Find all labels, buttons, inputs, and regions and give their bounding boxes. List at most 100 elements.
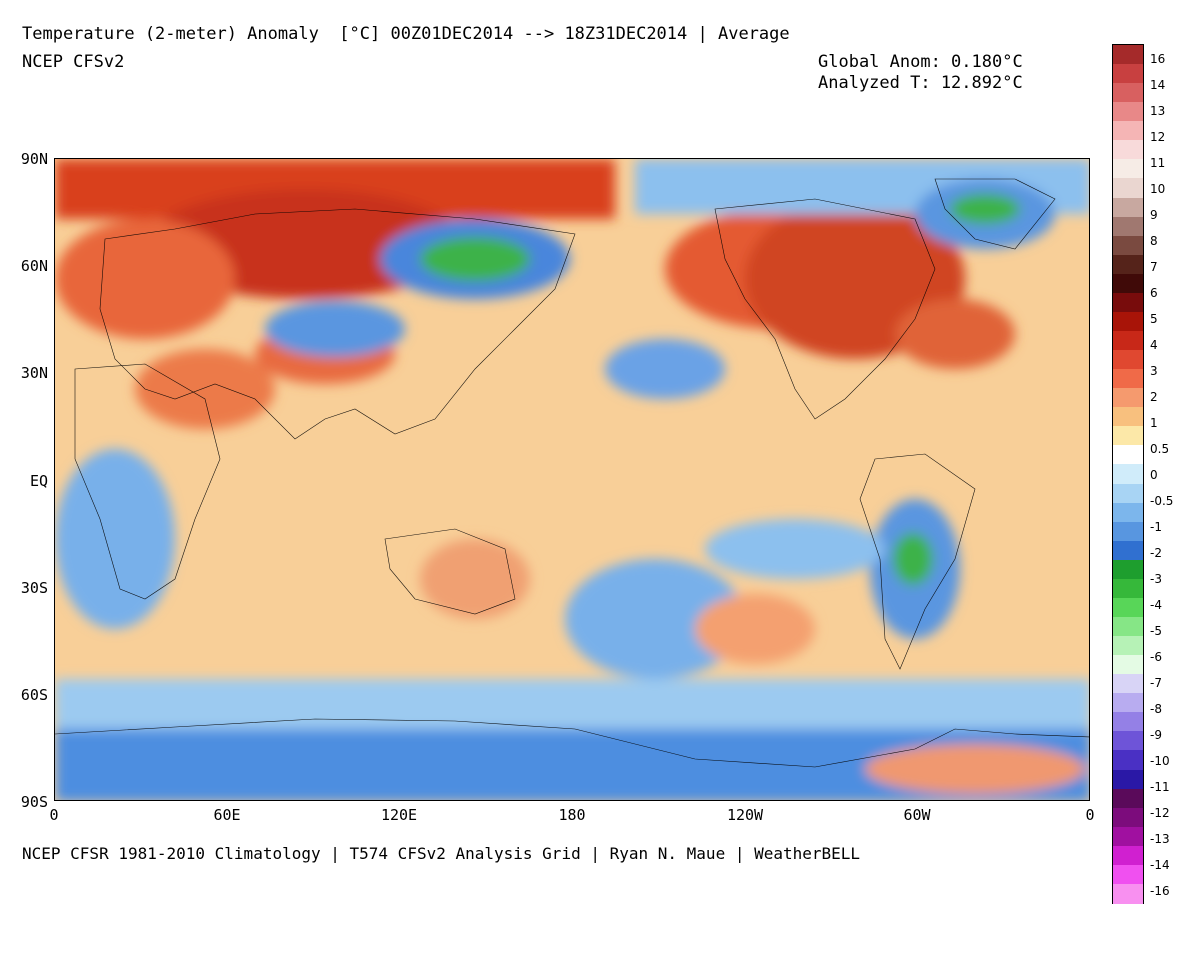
colorbar-label: -14 [1150, 858, 1170, 872]
colorbar-label: -9 [1150, 728, 1162, 742]
colorbar-swatch [1113, 121, 1143, 142]
east-siberia-strong-cold [420, 237, 530, 281]
colorbar-swatch [1113, 388, 1143, 409]
colorbar-swatch [1113, 464, 1143, 485]
anomaly-map-field [55, 159, 1089, 800]
colorbar-swatch [1113, 197, 1143, 218]
lat-label-30n: 30N [20, 364, 48, 382]
colorbar-label: -11 [1150, 780, 1170, 794]
analyzed-temperature-value: Analyzed T: 12.892°C [818, 73, 1023, 93]
africa-cold-anomaly [55, 449, 175, 629]
south-america-outline [859, 453, 976, 670]
colorbar-label: -0.5 [1150, 494, 1174, 508]
colorbar-swatch [1113, 540, 1143, 561]
colorbar-swatch [1113, 845, 1143, 866]
coastline-outlines [55, 178, 1089, 768]
greenland-outline [934, 178, 1056, 250]
colorbar-label: -12 [1150, 806, 1170, 820]
colorbar-label: -6 [1150, 650, 1162, 664]
colorbar-label: 10 [1150, 182, 1166, 196]
model-name: NCEP CFSv2 [22, 52, 125, 72]
global-anomaly-value: Global Anom: 0.180°C [818, 52, 1023, 72]
lat-label-30s: 30S [20, 579, 48, 597]
lat-label-60s: 60S [20, 686, 48, 704]
colorbar-swatch [1113, 750, 1143, 771]
colorbar-swatch [1113, 655, 1143, 676]
colorbar-swatch [1113, 826, 1143, 847]
colorbar-swatch [1113, 521, 1143, 542]
lat-label-60n: 60N [20, 257, 48, 275]
pacific-cold-anomaly [605, 339, 725, 399]
map-title: Temperature (2-meter) Anomaly [°C] 00Z01… [22, 24, 790, 44]
colorbar [1112, 44, 1144, 904]
colorbar-swatch [1113, 483, 1143, 504]
colorbar-label: 11 [1150, 156, 1166, 170]
colorbar-swatch [1113, 350, 1143, 371]
colorbar-label: -7 [1150, 676, 1162, 690]
colorbar-swatch [1113, 502, 1143, 523]
colorbar-swatch [1113, 64, 1143, 85]
colorbar-swatch [1113, 311, 1143, 332]
north-america-outline [714, 198, 936, 420]
colorbar-label: 12 [1150, 130, 1166, 144]
colorbar-swatch [1113, 216, 1143, 237]
colorbar-label: 0 [1150, 468, 1158, 482]
lon-label-120w: 120W [726, 806, 764, 824]
colorbar-swatch [1113, 369, 1143, 390]
atlantic-warm-anomaly [895, 299, 1015, 369]
lon-label-0: 0 [49, 806, 59, 824]
weddell-warm-anomaly [865, 744, 1085, 794]
colorbar-swatch [1113, 712, 1143, 733]
colorbar-label: -4 [1150, 598, 1162, 612]
colorbar-label: 1 [1150, 416, 1158, 430]
colorbar-label: 16 [1150, 52, 1166, 66]
africa-outline [74, 363, 221, 600]
colorbar-swatch [1113, 636, 1143, 657]
antarctica-outline [55, 718, 1089, 768]
eurasia-outline [99, 208, 576, 440]
colorbar-label: 7 [1150, 260, 1158, 274]
colorbar-label: 6 [1150, 286, 1158, 300]
anomaly-map [54, 158, 1090, 801]
colorbar-label: 3 [1150, 364, 1158, 378]
colorbar-label: 8 [1150, 234, 1158, 248]
colorbar-label: -16 [1150, 884, 1170, 898]
colorbar-label: 13 [1150, 104, 1166, 118]
south-pacific-cold-band [705, 519, 885, 579]
colorbar-swatch [1113, 273, 1143, 294]
colorbar-label: -1 [1150, 520, 1162, 534]
south-america-strong-cold [893, 533, 933, 585]
australia-outline [384, 528, 516, 615]
lat-label-eq: EQ [29, 472, 48, 490]
colorbar-swatch [1113, 597, 1143, 618]
colorbar-swatch [1113, 674, 1143, 695]
lon-label-180: 180 [558, 806, 586, 824]
southern-ocean-cold-band [55, 679, 1089, 729]
colorbar-swatch [1113, 788, 1143, 809]
colorbar-swatch [1113, 254, 1143, 275]
colorbar-swatch [1113, 445, 1143, 466]
colorbar-swatch [1113, 102, 1143, 123]
colorbar-label: 14 [1150, 78, 1166, 92]
lat-label-90n: 90N [20, 150, 48, 168]
colorbar-swatch [1113, 693, 1143, 714]
colorbar-label: -10 [1150, 754, 1170, 768]
colorbar-swatch [1113, 292, 1143, 313]
colorbar-swatch [1113, 769, 1143, 790]
colorbar-swatch [1113, 617, 1143, 637]
mideast-warm-anomaly [135, 349, 275, 429]
lon-label-120e: 120E [380, 806, 418, 824]
south-pacific-warm-anomaly [695, 594, 815, 664]
colorbar-label: 4 [1150, 338, 1158, 352]
colorbar-label: 5 [1150, 312, 1158, 326]
colorbar-swatch [1113, 807, 1143, 828]
colorbar-label: 9 [1150, 208, 1158, 222]
colorbar-label: -8 [1150, 702, 1162, 716]
colorbar-swatch [1113, 731, 1143, 752]
colorbar-swatch [1113, 426, 1143, 447]
lon-label-60w: 60W [903, 806, 931, 824]
footer-credits: NCEP CFSR 1981-2010 Climatology | T574 C… [22, 844, 861, 863]
colorbar-swatch [1113, 407, 1143, 428]
colorbar-label: 0.5 [1150, 442, 1170, 456]
colorbar-label: -5 [1150, 624, 1162, 638]
